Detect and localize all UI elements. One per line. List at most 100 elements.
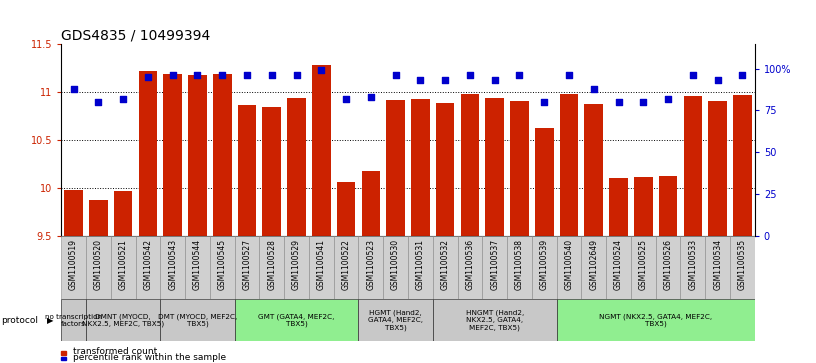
Bar — [139, 72, 157, 236]
Bar — [384, 236, 408, 299]
Text: GSM1102649: GSM1102649 — [589, 239, 598, 290]
Bar — [361, 171, 380, 236]
Text: HNGMT (Hand2,
NKX2.5, GATA4,
MEF2C, TBX5): HNGMT (Hand2, NKX2.5, GATA4, MEF2C, TBX5… — [466, 310, 524, 331]
Bar — [160, 299, 235, 341]
Bar — [188, 75, 206, 236]
Point — [389, 73, 402, 78]
Text: DMT (MYOCD, MEF2C,
TBX5): DMT (MYOCD, MEF2C, TBX5) — [157, 313, 237, 327]
Text: transformed count: transformed count — [73, 347, 157, 356]
Bar — [535, 128, 553, 236]
Text: NGMT (NKX2.5, GATA4, MEF2C,
TBX5): NGMT (NKX2.5, GATA4, MEF2C, TBX5) — [599, 313, 712, 327]
Text: GSM1100544: GSM1100544 — [193, 239, 202, 290]
Bar — [507, 236, 532, 299]
Text: GSM1100530: GSM1100530 — [391, 239, 400, 290]
Bar — [284, 236, 309, 299]
Bar — [582, 236, 606, 299]
Text: GDS4835 / 10499394: GDS4835 / 10499394 — [61, 28, 211, 42]
Point — [117, 96, 130, 102]
Text: GSM1100519: GSM1100519 — [69, 239, 78, 290]
Text: ▶: ▶ — [47, 316, 53, 325]
Bar — [436, 103, 455, 236]
Point — [636, 99, 650, 105]
Text: GSM1100541: GSM1100541 — [317, 239, 326, 290]
Point — [315, 68, 328, 73]
Point — [686, 73, 699, 78]
Text: GSM1100535: GSM1100535 — [738, 239, 747, 290]
Text: GSM1100532: GSM1100532 — [441, 239, 450, 290]
Text: GSM1100521: GSM1100521 — [118, 239, 127, 290]
Text: GSM1100528: GSM1100528 — [268, 239, 277, 290]
Point — [538, 99, 551, 105]
Point — [463, 73, 477, 78]
Bar — [163, 74, 182, 236]
Point — [191, 73, 204, 78]
Point — [711, 77, 724, 83]
Bar — [237, 105, 256, 236]
Text: GSM1100542: GSM1100542 — [144, 239, 153, 290]
Point — [562, 73, 575, 78]
Text: GSM1100525: GSM1100525 — [639, 239, 648, 290]
Text: percentile rank within the sample: percentile rank within the sample — [73, 353, 227, 362]
Text: GSM1100527: GSM1100527 — [242, 239, 251, 290]
Point — [290, 73, 303, 78]
Bar — [287, 98, 306, 236]
Bar — [659, 176, 677, 236]
Bar — [560, 94, 579, 236]
Point — [166, 73, 180, 78]
Bar — [705, 236, 730, 299]
Text: GSM1100531: GSM1100531 — [416, 239, 425, 290]
Point — [241, 73, 254, 78]
Bar — [334, 236, 358, 299]
Bar — [634, 177, 653, 236]
Point — [513, 73, 526, 78]
Bar — [386, 100, 405, 236]
Bar — [532, 236, 557, 299]
Bar — [606, 236, 631, 299]
Bar — [61, 299, 86, 341]
Point — [215, 73, 228, 78]
Text: GSM1100543: GSM1100543 — [168, 239, 177, 290]
Point — [662, 96, 675, 102]
Text: GSM1100533: GSM1100533 — [689, 239, 698, 290]
Text: GSM1100534: GSM1100534 — [713, 239, 722, 290]
Bar — [312, 65, 330, 236]
Bar — [259, 236, 284, 299]
Bar — [235, 236, 259, 299]
Bar — [358, 299, 432, 341]
Bar — [610, 178, 628, 236]
Bar — [486, 98, 504, 236]
Bar — [114, 191, 132, 236]
Point — [736, 73, 749, 78]
Bar — [708, 101, 727, 236]
Bar — [337, 182, 355, 236]
Bar — [656, 236, 681, 299]
Text: GMT (GATA4, MEF2C,
TBX5): GMT (GATA4, MEF2C, TBX5) — [259, 313, 335, 327]
Text: GSM1100523: GSM1100523 — [366, 239, 375, 290]
Bar — [681, 236, 705, 299]
Bar — [358, 236, 384, 299]
Bar — [458, 236, 482, 299]
Point — [92, 99, 105, 105]
Text: HGMT (Hand2,
GATA4, MEF2C,
TBX5): HGMT (Hand2, GATA4, MEF2C, TBX5) — [368, 310, 424, 331]
Text: GSM1100537: GSM1100537 — [490, 239, 499, 290]
Text: protocol: protocol — [1, 316, 38, 325]
Bar — [684, 95, 702, 236]
Point — [414, 77, 427, 83]
Bar — [584, 104, 603, 236]
Text: GSM1100524: GSM1100524 — [614, 239, 623, 290]
Text: GSM1100538: GSM1100538 — [515, 239, 524, 290]
Bar — [557, 236, 581, 299]
Point — [265, 73, 278, 78]
Bar — [411, 99, 430, 236]
Text: GSM1100522: GSM1100522 — [342, 239, 351, 290]
Bar — [482, 236, 507, 299]
Bar — [86, 299, 160, 341]
Text: DMNT (MYOCD,
NKX2.5, MEF2C, TBX5): DMNT (MYOCD, NKX2.5, MEF2C, TBX5) — [82, 313, 164, 327]
Bar — [631, 236, 656, 299]
Point — [67, 86, 80, 91]
Bar — [432, 299, 557, 341]
Point — [141, 74, 154, 80]
Bar — [309, 236, 334, 299]
Bar — [111, 236, 135, 299]
Text: GSM1100539: GSM1100539 — [539, 239, 548, 290]
